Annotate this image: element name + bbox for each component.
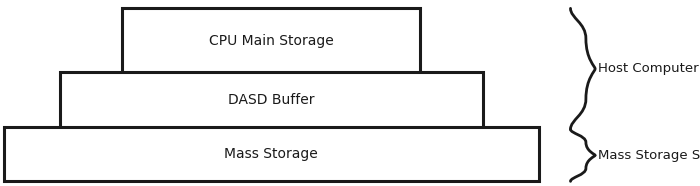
Bar bbox=[122, 8, 420, 74]
Text: DASD Buffer: DASD Buffer bbox=[228, 93, 314, 108]
Text: Mass Storage System: Mass Storage System bbox=[598, 149, 700, 162]
Text: CPU Main Storage: CPU Main Storage bbox=[209, 34, 334, 48]
Bar bbox=[60, 72, 483, 129]
Text: Mass Storage: Mass Storage bbox=[225, 147, 318, 161]
Text: Host Computer System: Host Computer System bbox=[598, 62, 700, 75]
Bar bbox=[4, 127, 539, 181]
